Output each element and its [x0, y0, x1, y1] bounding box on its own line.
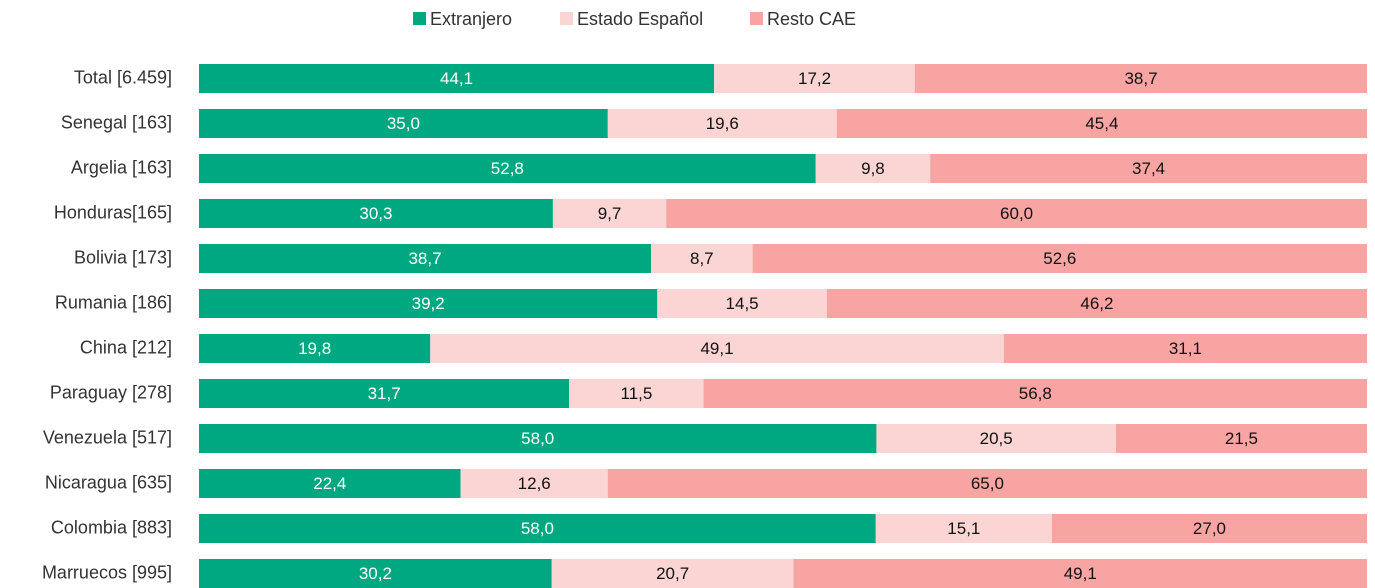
bar-segment — [199, 334, 431, 363]
value-label: 35,0 — [387, 114, 420, 133]
bar-segment — [199, 64, 715, 93]
bar-segment — [826, 289, 1367, 318]
bar-segment — [657, 289, 827, 318]
value-label: 11,5 — [621, 384, 653, 403]
bar-segment — [199, 469, 461, 498]
value-label: 44,1 — [440, 69, 473, 88]
bar-segment — [914, 64, 1367, 93]
bar-segment — [430, 334, 1004, 363]
category-label: Honduras[165] — [54, 202, 172, 222]
value-label: 58,0 — [521, 429, 554, 448]
value-label: 19,6 — [706, 114, 739, 133]
value-label: 31,7 — [368, 384, 401, 403]
bar-segment — [551, 559, 794, 588]
bar-segment — [930, 154, 1367, 183]
category-label: Colombia [883] — [51, 517, 172, 537]
value-label: 38,7 — [1124, 69, 1157, 88]
value-label: 37,4 — [1132, 159, 1165, 178]
value-label: 52,8 — [491, 159, 524, 178]
value-label: 8,7 — [690, 249, 714, 268]
value-label: 9,7 — [598, 204, 622, 223]
category-label: Argelia [163] — [71, 157, 172, 177]
bar-segment — [199, 379, 570, 408]
value-label: 27,0 — [1193, 519, 1226, 538]
legend-swatch — [413, 12, 426, 25]
category-label: China [212] — [80, 337, 172, 357]
value-label: 52,6 — [1043, 249, 1076, 268]
value-label: 38,7 — [408, 249, 441, 268]
category-label: Nicaragua [635] — [45, 472, 172, 492]
value-label: 30,3 — [359, 204, 392, 223]
value-label: 58,0 — [521, 519, 554, 538]
value-label: 19,8 — [298, 339, 331, 358]
legend-label: Estado Español — [577, 9, 703, 29]
bar-segment — [1051, 514, 1367, 543]
value-label: 15,1 — [947, 519, 980, 538]
category-label: Paraguay [278] — [50, 382, 172, 402]
bar-segment — [607, 109, 837, 138]
bar-segment — [199, 559, 552, 588]
value-label: 56,8 — [1019, 384, 1052, 403]
bar-segment — [552, 199, 667, 228]
bar-segment — [460, 469, 608, 498]
category-label: Rumania [186] — [55, 292, 172, 312]
bar-segment — [876, 424, 1116, 453]
category-label: Marruecos [995] — [42, 562, 172, 582]
bar-segment — [569, 379, 704, 408]
bar-segment — [199, 289, 658, 318]
category-label: Total [6.459] — [74, 67, 172, 87]
value-label: 45,4 — [1085, 114, 1118, 133]
legend-label: Resto CAE — [767, 9, 856, 29]
value-label: 21,5 — [1225, 429, 1258, 448]
bar-segment — [836, 109, 1367, 138]
bar-segment — [1115, 424, 1367, 453]
value-label: 49,1 — [1064, 564, 1097, 583]
bar-segment — [199, 424, 877, 453]
bar-segment — [607, 469, 1367, 498]
legend-swatch — [750, 12, 763, 25]
value-label: 9,8 — [861, 159, 885, 178]
bar-segment — [199, 199, 553, 228]
bar-segment — [651, 244, 753, 273]
category-label: Senegal [163] — [61, 112, 172, 132]
bar-segment — [875, 514, 1052, 543]
bar-segment — [1003, 334, 1367, 363]
bar-segment — [666, 199, 1367, 228]
value-label: 39,2 — [412, 294, 445, 313]
legend-swatch — [560, 12, 573, 25]
bar-segment — [199, 109, 608, 138]
bar-segment — [815, 154, 931, 183]
value-label: 14,5 — [726, 294, 759, 313]
value-label: 31,1 — [1169, 339, 1202, 358]
value-label: 20,5 — [980, 429, 1013, 448]
value-label: 49,1 — [700, 339, 733, 358]
value-label: 46,2 — [1080, 294, 1113, 313]
value-label: 65,0 — [971, 474, 1004, 493]
category-label: Venezuela [517] — [43, 427, 172, 447]
bar-segment — [793, 559, 1367, 588]
value-label: 30,2 — [359, 564, 392, 583]
bar-segment — [752, 244, 1367, 273]
category-label: Bolivia [173] — [74, 247, 172, 267]
value-label: 60,0 — [1000, 204, 1033, 223]
bar-segment — [714, 64, 915, 93]
legend-label: Extranjero — [430, 9, 512, 29]
value-label: 17,2 — [798, 69, 831, 88]
value-label: 22,4 — [313, 474, 346, 493]
bar-segment — [199, 514, 876, 543]
value-label: 12,6 — [518, 474, 551, 493]
value-label: 20,7 — [656, 564, 689, 583]
bar-segment — [703, 379, 1367, 408]
bar-segment — [199, 244, 652, 273]
bar-segment — [199, 154, 816, 183]
